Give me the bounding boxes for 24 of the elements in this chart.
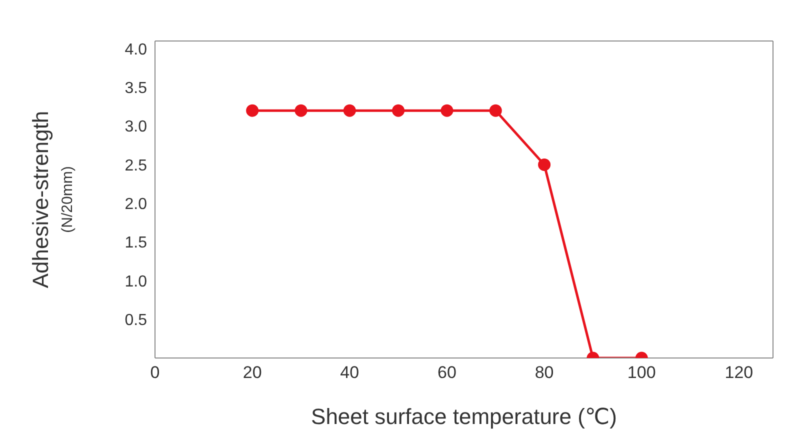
point <box>538 158 551 171</box>
x-tick-label: 20 <box>242 363 262 382</box>
point <box>392 104 405 117</box>
x-axis-title: Sheet surface temperature (℃) <box>311 404 617 429</box>
y-tick-label: 2.5 <box>124 157 148 174</box>
x-tick-label: 40 <box>340 363 360 382</box>
x-tick-label: 60 <box>438 363 456 382</box>
point <box>440 104 454 117</box>
y-tick-label: 3.0 <box>124 118 148 136</box>
x-tick-label: 100 <box>627 363 656 382</box>
y-tick-label: 1.5 <box>124 234 148 252</box>
y-tick-label: 2.0 <box>124 196 148 214</box>
y-tick-label: 1.0 <box>124 273 148 290</box>
x-tick-label: 80 <box>534 363 554 382</box>
y-axis-title: Adhesive-strength (N/20mm) <box>28 110 76 288</box>
x-tick-label: 120 <box>724 363 754 382</box>
x-tick-label: 0 <box>150 363 160 382</box>
y-tick-label: 4.0 <box>124 41 148 58</box>
point <box>343 104 356 117</box>
point <box>294 104 308 117</box>
point <box>246 104 259 117</box>
point <box>489 104 502 117</box>
y-tick-label: 0.5 <box>124 312 148 330</box>
y-tick-label: 3.5 <box>124 80 148 98</box>
